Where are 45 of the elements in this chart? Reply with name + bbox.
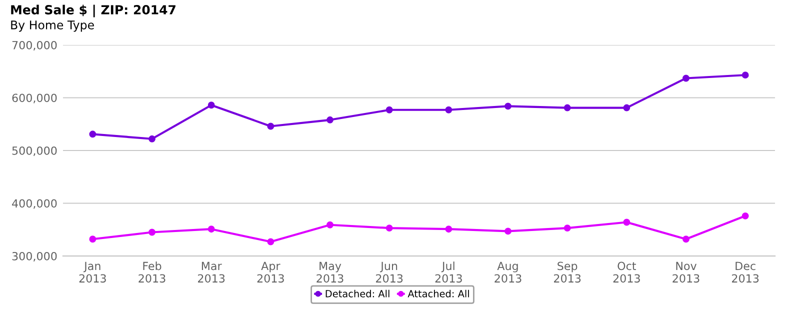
point xyxy=(682,236,690,243)
point xyxy=(504,228,512,235)
point xyxy=(148,228,156,236)
point xyxy=(564,224,571,232)
point xyxy=(386,224,393,232)
x-tick-label: Mar 2013 xyxy=(198,262,225,283)
x-tick-label: Apr 2013 xyxy=(257,262,284,283)
point xyxy=(208,102,215,109)
legend-label: Detached: All xyxy=(326,290,390,298)
x-tick-label: Oct 2013 xyxy=(613,262,640,283)
y-tick-label: 700,000 xyxy=(12,40,57,51)
x-tick-label: Nov 2013 xyxy=(672,262,700,283)
chart-subtitle: By Home Type xyxy=(11,20,94,32)
point xyxy=(208,226,215,233)
x-tick-label: Sep 2013 xyxy=(554,262,581,283)
point xyxy=(326,116,334,124)
x-tick-label: Jul 2013 xyxy=(435,262,462,283)
point xyxy=(267,122,274,130)
point xyxy=(267,238,274,246)
point xyxy=(89,236,96,243)
chart-title: Med Sale $ | ZIP: 20147 xyxy=(11,4,176,18)
y-tick-label: 400,000 xyxy=(12,199,57,209)
point xyxy=(742,212,749,220)
x-tick-label: May 2013 xyxy=(316,262,344,283)
point xyxy=(386,106,393,114)
legend-label: Attached: All xyxy=(408,290,469,298)
point xyxy=(445,226,452,233)
point xyxy=(742,72,749,79)
point xyxy=(148,135,156,142)
x-tick-label: Feb 2013 xyxy=(138,262,166,283)
point xyxy=(623,218,630,226)
y-tick-label: 500,000 xyxy=(12,146,57,156)
x-tick-label: Dec 2013 xyxy=(732,262,759,283)
y-tick-label: 300,000 xyxy=(12,252,57,262)
point xyxy=(504,102,512,110)
y-tick-label: 600,000 xyxy=(12,94,57,104)
point xyxy=(326,221,334,228)
x-tick-label: Jun 2013 xyxy=(376,262,403,283)
point xyxy=(564,104,571,112)
point xyxy=(623,104,630,112)
point xyxy=(445,106,452,114)
point xyxy=(682,74,690,82)
x-tick-label: Aug 2013 xyxy=(494,262,522,283)
point xyxy=(89,130,96,138)
x-tick-label: Jan 2013 xyxy=(79,262,106,283)
